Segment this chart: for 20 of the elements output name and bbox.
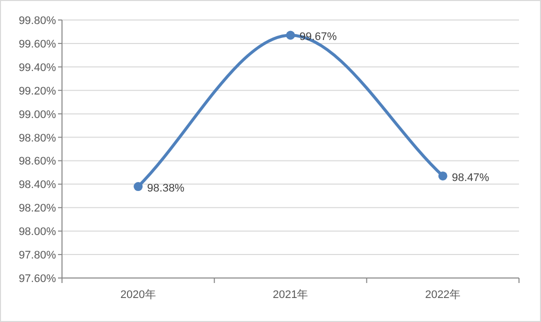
x-tick-label: 2020年 xyxy=(120,289,156,301)
y-tick-label: 99.60% xyxy=(18,38,56,50)
y-tick-label: 97.80% xyxy=(18,250,56,262)
data-label: 98.38% xyxy=(147,182,185,195)
y-tick-label: 99.00% xyxy=(18,108,56,121)
y-tick-label: 98.80% xyxy=(18,132,56,144)
point xyxy=(134,182,143,192)
data-label: 98.47% xyxy=(452,172,490,184)
point xyxy=(286,30,295,40)
y-tick-label: 97.60% xyxy=(18,273,56,285)
y-tick-label: 99.20% xyxy=(18,85,56,98)
y-tick-label: 98.60% xyxy=(18,156,56,168)
y-tick-label: 99.80% xyxy=(18,15,56,27)
y-tick-label: 98.00% xyxy=(18,226,56,238)
y-tick-label: 98.40% xyxy=(18,179,56,192)
y-tick-label: 98.20% xyxy=(18,202,56,215)
point xyxy=(438,171,448,180)
x-tick-label: 2022年 xyxy=(425,289,461,301)
x-tick-label: 2021年 xyxy=(272,289,308,301)
y-tick-label: 99.40% xyxy=(18,62,56,74)
